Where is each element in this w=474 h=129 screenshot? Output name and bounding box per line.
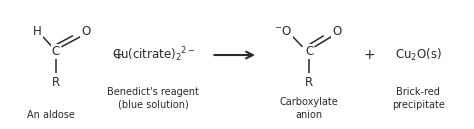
Text: Cu(citrate)$_2$$^{2-}$: Cu(citrate)$_2$$^{2-}$: [111, 46, 195, 64]
Text: Cu$_2$O(s): Cu$_2$O(s): [395, 47, 442, 63]
Text: $^{-}$O: $^{-}$O: [274, 25, 292, 38]
Text: C: C: [305, 45, 313, 58]
Text: Carboxylate: Carboxylate: [280, 97, 338, 107]
Text: O: O: [82, 25, 91, 38]
Text: R: R: [305, 76, 313, 89]
Text: Brick-red: Brick-red: [396, 87, 440, 97]
Text: anion: anion: [295, 110, 323, 120]
Text: +: +: [364, 48, 375, 62]
Text: (blue solution): (blue solution): [118, 100, 189, 110]
Text: precipitate: precipitate: [392, 100, 445, 110]
Text: +: +: [113, 48, 124, 62]
Text: O: O: [332, 25, 341, 38]
Text: Benedict's reagent: Benedict's reagent: [108, 87, 200, 97]
Text: An aldose: An aldose: [27, 110, 75, 120]
Text: R: R: [52, 76, 60, 89]
Text: H: H: [33, 25, 42, 38]
Text: C: C: [52, 45, 60, 58]
